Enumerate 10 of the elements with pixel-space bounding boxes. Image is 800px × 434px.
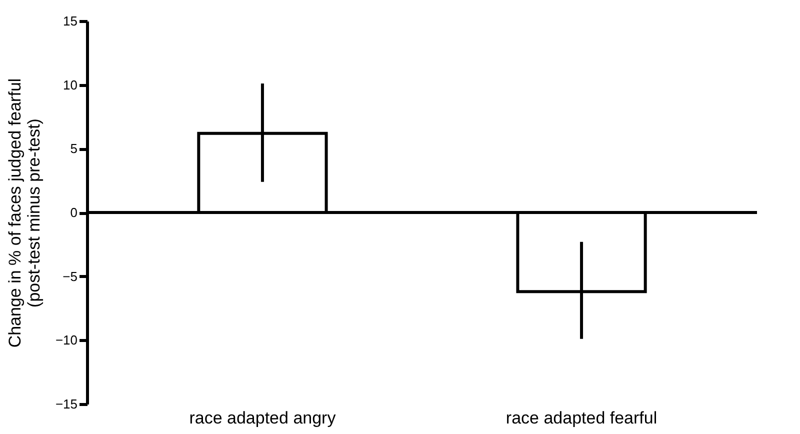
x-tick-label: race adapted fearful [506, 408, 658, 428]
y-tick-label: 10 [63, 77, 78, 92]
y-tick-label: 15 [63, 14, 78, 28]
y-tick-label: −15 [55, 396, 78, 412]
y-tick-label: −10 [55, 332, 78, 348]
y-tick-label: 5 [70, 141, 78, 156]
y-tick-label: 0 [70, 205, 78, 220]
y-tick-label: −5 [62, 268, 78, 284]
x-tick-label: race adapted angry [189, 408, 336, 428]
y-axis-title: Change in % of faces judged fearful (post-test minus pre-test) [5, 78, 44, 348]
